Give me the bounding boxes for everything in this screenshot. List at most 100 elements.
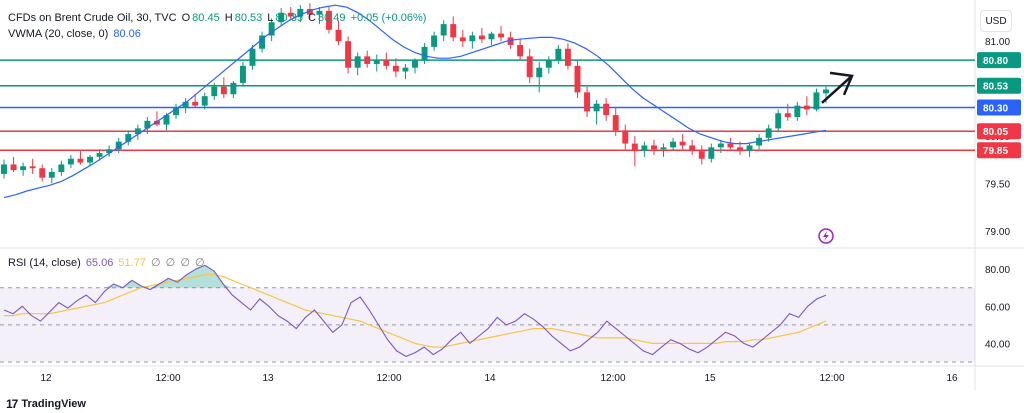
candle-body-44 bbox=[421, 46, 428, 61]
candle-body-23 bbox=[220, 86, 227, 95]
candle-body-4 bbox=[39, 168, 46, 178]
candle-body-41 bbox=[392, 65, 399, 72]
vwma-legend: VWMA (20, close, 0) 80.06 bbox=[8, 28, 143, 40]
rsi-tick-label-0: 80.00 bbox=[985, 265, 1010, 276]
tradingview-name: TradingView bbox=[21, 398, 86, 410]
rsi-empty-4: ∅ bbox=[194, 257, 205, 269]
candle-body-45 bbox=[431, 35, 438, 47]
candle-body-22 bbox=[211, 86, 218, 97]
price-tick-label-0: 81.00 bbox=[985, 37, 1010, 48]
rsi-empty-3: ∅ bbox=[180, 257, 190, 269]
candle-body-36 bbox=[345, 41, 352, 68]
candle-body-9 bbox=[87, 156, 93, 163]
rsi-overbought-fill-11 bbox=[104, 284, 114, 288]
candle-body-80 bbox=[765, 128, 772, 138]
rsi-overbought-fill-18 bbox=[168, 278, 178, 288]
candle-body-39 bbox=[373, 60, 380, 64]
level-tag-label-4: 79.85 bbox=[983, 146, 1008, 157]
rsi-overbought-fill-22 bbox=[204, 265, 215, 288]
rsi-empty-1: ∅ bbox=[151, 257, 161, 269]
candle-body-86 bbox=[823, 89, 829, 94]
rsi-overbought-fill-19 bbox=[177, 274, 187, 288]
candle-body-10 bbox=[96, 153, 103, 157]
candle-body-46 bbox=[440, 24, 447, 36]
candle-body-49 bbox=[469, 35, 476, 42]
time-tick-label-8: 16 bbox=[946, 373, 958, 384]
candle-body-38 bbox=[364, 56, 371, 64]
candle-body-5 bbox=[48, 172, 55, 178]
currency-button[interactable]: USD bbox=[980, 10, 1012, 32]
level-tag-1 bbox=[977, 77, 1021, 94]
candle-body-15 bbox=[144, 120, 151, 129]
rsi-line bbox=[3, 264, 827, 358]
candle-body-27 bbox=[259, 35, 266, 49]
candle-body-31 bbox=[297, 8, 304, 17]
candle-body-69 bbox=[660, 147, 667, 150]
level-tag-2 bbox=[977, 99, 1021, 116]
candle-body-77 bbox=[737, 147, 743, 152]
candle-body-58 bbox=[555, 48, 562, 61]
candle-body-13 bbox=[125, 134, 132, 142]
candle-body-14 bbox=[134, 128, 141, 135]
rsi-ma-line bbox=[4, 274, 827, 348]
candle-body-28 bbox=[268, 22, 275, 36]
price-tick-label-3: 79.50 bbox=[985, 179, 1010, 190]
rsi-tick-label-2: 40.00 bbox=[985, 339, 1010, 350]
candle-body-37 bbox=[354, 56, 361, 68]
candle-body-8 bbox=[77, 158, 84, 163]
candle-body-71 bbox=[679, 141, 686, 146]
candle-body-52 bbox=[498, 33, 504, 38]
tradingview-logo-icon: 17 bbox=[6, 397, 18, 411]
candle-body-54 bbox=[517, 44, 524, 57]
rsi-value: 65.06 bbox=[85, 257, 114, 269]
candle-body-7 bbox=[67, 158, 74, 165]
candle-body-70 bbox=[670, 141, 677, 148]
candle-body-75 bbox=[717, 143, 724, 148]
candle-body-62 bbox=[593, 103, 600, 112]
candle-body-60 bbox=[574, 65, 581, 93]
candle-body-72 bbox=[689, 145, 696, 152]
candle-body-25 bbox=[239, 65, 246, 83]
candle-body-67 bbox=[641, 145, 648, 152]
candle-body-68 bbox=[650, 145, 657, 150]
level-tag-4 bbox=[977, 142, 1021, 159]
time-tick-label-7: 12:00 bbox=[819, 373, 844, 384]
time-tick-label-6: 15 bbox=[704, 373, 716, 384]
level-tag-label-3: 80.05 bbox=[983, 127, 1008, 138]
candle-body-24 bbox=[230, 82, 237, 95]
candle-body-1 bbox=[10, 164, 17, 171]
candle-body-83 bbox=[794, 105, 801, 118]
low-value: 80.35 bbox=[275, 12, 303, 24]
candle-body-17 bbox=[163, 115, 170, 125]
candle-body-18 bbox=[173, 107, 180, 116]
candle-body-6 bbox=[58, 164, 65, 173]
candle-body-50 bbox=[478, 35, 485, 40]
candle-body-65 bbox=[622, 130, 629, 144]
time-tick-label-0: 12 bbox=[40, 373, 52, 384]
candle-body-11 bbox=[106, 149, 113, 154]
time-tick-label-3: 12:00 bbox=[376, 373, 401, 384]
candle-body-47 bbox=[450, 24, 457, 38]
candle-body-55 bbox=[526, 56, 533, 78]
candle-body-42 bbox=[402, 67, 409, 72]
close-value: 80.49 bbox=[317, 12, 346, 24]
candle-body-81 bbox=[775, 113, 782, 129]
rsi-ma-value: 51.77 bbox=[118, 257, 146, 269]
candle-body-61 bbox=[584, 92, 591, 112]
candle-body-2 bbox=[20, 166, 27, 171]
candle-body-76 bbox=[727, 143, 734, 148]
tradingview-logo[interactable]: 17 TradingView bbox=[6, 397, 86, 411]
vwma-label: VWMA (20, close, 0) bbox=[8, 28, 109, 40]
candle-body-33 bbox=[316, 10, 323, 15]
candle-body-40 bbox=[383, 60, 390, 66]
time-tick-label-1: 12:00 bbox=[155, 373, 180, 384]
candle-body-59 bbox=[564, 48, 571, 66]
rsi-empty-2: ∅ bbox=[165, 257, 176, 269]
candle-body-85 bbox=[813, 92, 820, 110]
candle-body-56 bbox=[536, 67, 543, 78]
candle-body-51 bbox=[488, 33, 495, 40]
open-value: 80.45 bbox=[192, 12, 220, 24]
trend-arrow-head bbox=[829, 71, 854, 96]
level-tag-3 bbox=[977, 123, 1021, 140]
